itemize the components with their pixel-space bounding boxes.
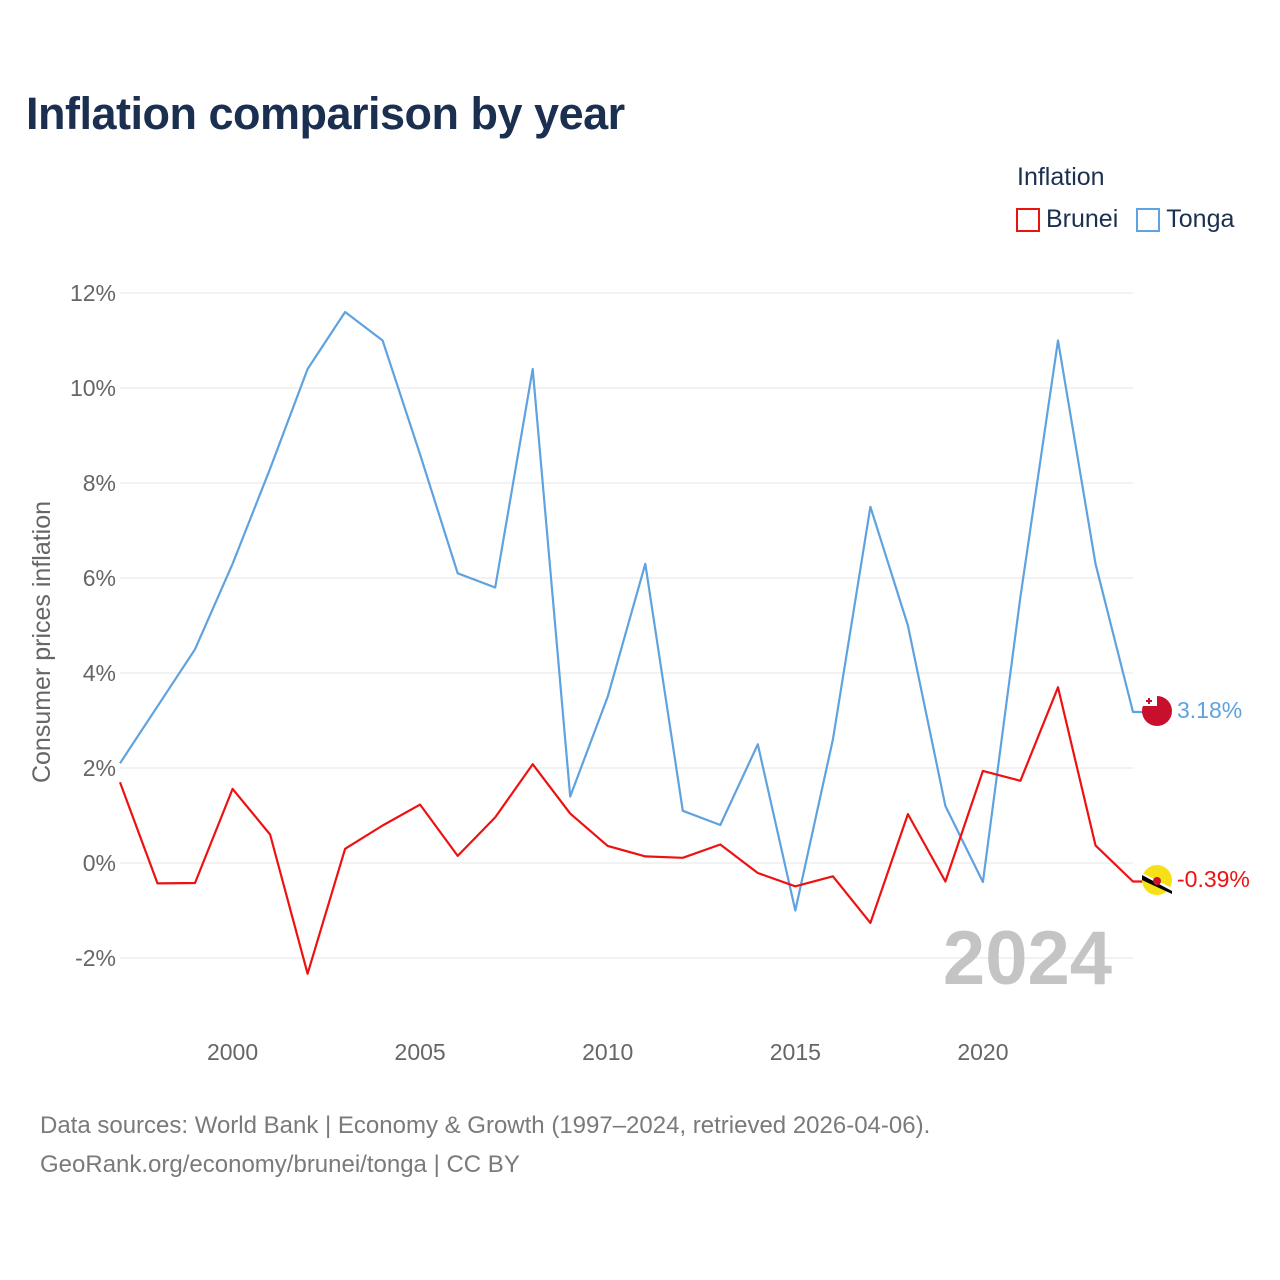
x-axis-ticks: 2000 2005 2010 2015 2020 (207, 1039, 1009, 1065)
y-axis-label: Consumer prices inflation (28, 501, 56, 783)
x-tick-label: 2000 (207, 1039, 258, 1065)
chart-title: Inflation comparison by year (26, 88, 625, 139)
footer-attribution[interactable]: GeoRank.org/economy/brunei/tonga | CC BY (40, 1151, 520, 1178)
series-lines (118, 310, 1145, 975)
legend-item-tonga[interactable]: Tonga (1136, 205, 1234, 234)
y-tick-label: 4% (83, 660, 116, 686)
y-tick-label: 10% (70, 375, 116, 401)
legend-label-tonga: Tonga (1166, 205, 1235, 233)
footer-sources: Data sources: World Bank | Economy & Gro… (40, 1112, 931, 1139)
legend-title: Inflation (1017, 163, 1105, 191)
y-tick-label: 2% (83, 755, 116, 781)
legend-item-brunei[interactable]: Brunei (1016, 205, 1118, 234)
series-line-tonga[interactable] (119, 310, 1145, 912)
series-line-brunei[interactable] (118, 686, 1145, 975)
y-tick-label: 8% (83, 470, 116, 496)
legend-swatch-brunei (1016, 207, 1040, 232)
x-tick-label: 2015 (770, 1039, 821, 1065)
tonga-flag-icon (1142, 696, 1172, 726)
x-tick-label: 2020 (957, 1039, 1008, 1065)
brunei-flag-icon (1142, 865, 1172, 895)
line-chart: -2% 0% 2% 4% 6% 8% 10% 12% 2000 2005 2010 2015 2020… (28, 280, 1250, 1065)
legend: Brunei Tonga (1016, 205, 1252, 234)
year-watermark: 2024 (943, 916, 1112, 1001)
x-tick-label: 2005 (395, 1039, 446, 1065)
legend-label-brunei: Brunei (1046, 205, 1119, 233)
gridlines (120, 292, 1133, 959)
end-label-tonga: 3.18% (1177, 697, 1242, 723)
y-tick-label: -2% (75, 945, 116, 971)
y-axis-ticks: -2% 0% 2% 4% 6% 8% 10% 12% (70, 280, 116, 971)
footer: Data sources: World Bank | Economy & Gro… (40, 1106, 930, 1184)
y-tick-label: 0% (83, 850, 116, 876)
end-labels: 3.18% -0.39% (1142, 696, 1250, 895)
legend-swatch-tonga (1136, 207, 1161, 232)
end-label-brunei: -0.39% (1177, 866, 1250, 892)
y-tick-label: 6% (83, 565, 116, 591)
x-tick-label: 2010 (582, 1039, 633, 1065)
y-tick-label: 12% (70, 280, 116, 306)
